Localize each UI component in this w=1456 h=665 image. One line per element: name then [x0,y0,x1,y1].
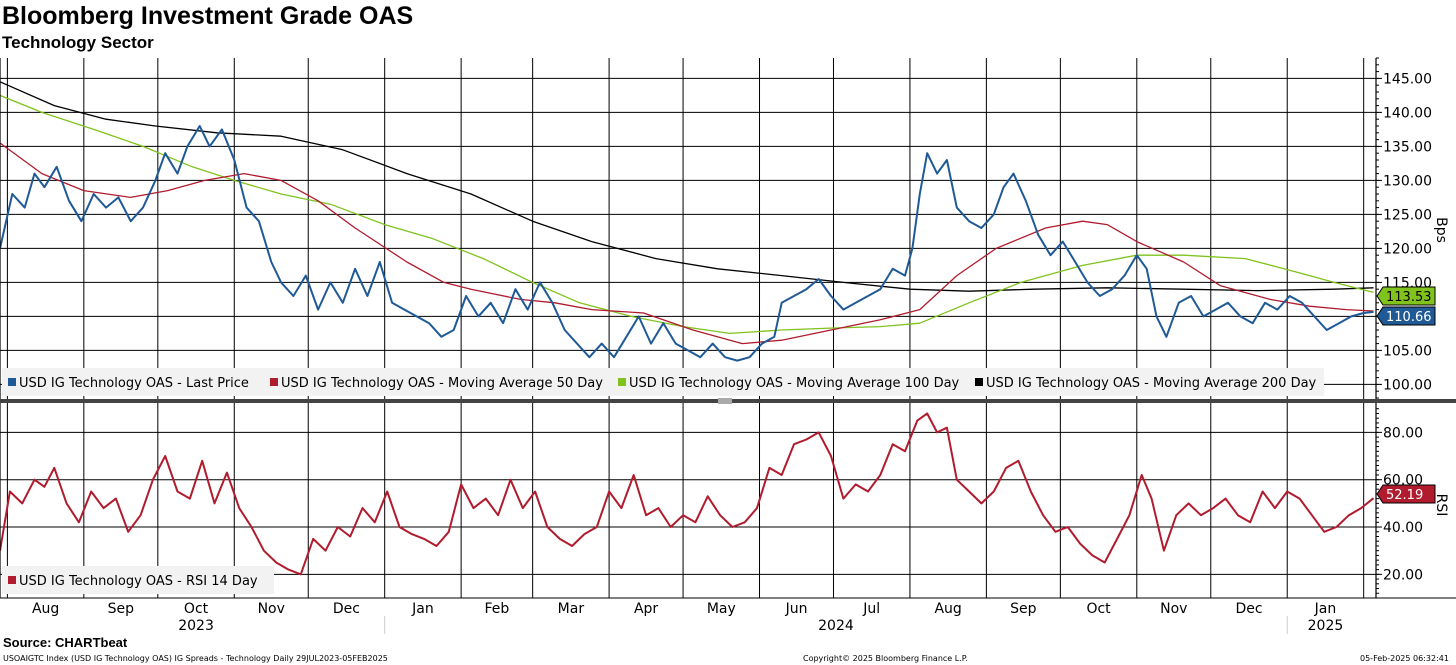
x-month-label: Sep [108,601,135,617]
y-tick-label: 120.00 [1383,241,1432,257]
rsi-tick-label: 40.00 [1383,520,1423,536]
x-month-label: May [707,601,736,617]
legend-entry: USD IG Technology OAS - Moving Average 2… [986,376,1317,391]
rsi-y-axis-label: RSI [1433,494,1449,517]
last-price-line [0,125,1374,362]
chart-subtitle: Technology Sector [2,33,154,52]
x-month-label: Aug [32,601,59,617]
timestamp-note: 05-Feb-2025 06:32:41 [1360,654,1449,663]
rsi-legend-box [2,566,274,594]
x-month-label: Oct [184,601,209,617]
y-tick-label: 105.00 [1383,343,1432,359]
copyright-note: Copyright© 2025 Bloomberg Finance L.P. [803,654,968,663]
rsi-tick-label: 20.00 [1383,567,1423,583]
x-month-label: Sep [1010,601,1037,617]
legend-entry: USD IG Technology OAS - Last Price [19,376,249,391]
y-tick-label: 130.00 [1383,173,1432,189]
y-tick-label: 145.00 [1383,71,1432,87]
x-month-label: Feb [484,601,509,617]
ma100-last-badge: 113.53 [1376,286,1436,306]
x-year-label: 2023 [178,618,214,634]
x-month-label: Jun [785,601,808,617]
last-price-badge: 110.66 [1376,306,1436,326]
y-tick-label: 125.00 [1383,207,1432,223]
rsi-tick-label: 80.00 [1383,425,1423,441]
rsi-line [0,412,1375,576]
chart-title: Bloomberg Investment Grade OAS [2,2,414,30]
ticker-note: USOAIGTC Index (USD IG Technology OAS) I… [3,654,388,663]
y-tick-label: 100.00 [1383,377,1432,393]
legend-entry: USD IG Technology OAS - RSI 14 Day [19,574,258,589]
x-month-label: Dec [1235,601,1262,617]
panel-splitter-handle [718,398,732,404]
badge-value: 110.66 [1386,310,1432,325]
legend-swatch [8,378,16,386]
rsi-series-group [0,412,1375,576]
x-month-label: Nov [258,601,285,617]
x-year-label: 2024 [818,618,854,634]
x-month-label: Jan [411,601,434,617]
y-tick-label: 140.00 [1383,105,1432,121]
legend-swatch [270,378,278,386]
x-month-label: Nov [1160,601,1187,617]
ma50-line [0,142,1374,345]
legend-entry: USD IG Technology OAS - Moving Average 1… [629,376,960,391]
source-note: Source: CHARTbeat [3,635,128,650]
legend-swatch [8,576,16,584]
x-month-label: Mar [558,601,585,617]
ma200-line [0,81,1374,292]
x-month-label: Jul [862,601,880,617]
main-y-axis-label: Bps [1433,217,1449,243]
legend-entry: USD IG Technology OAS - Moving Average 5… [281,376,603,391]
rsi-last-badge: 52.19 [1376,484,1436,504]
x-month-label: Aug [934,601,961,617]
x-month-label: Apr [634,601,658,617]
legend-swatch [975,378,983,386]
legends: USD IG Technology OAS - Last Price USD IG… [2,368,1324,594]
x-month-label: Dec [333,601,360,617]
badge-value: 52.19 [1386,488,1423,503]
badge-value: 113.53 [1386,290,1432,305]
main-legend-box [2,368,1324,396]
x-month-label: Jan [1314,601,1337,617]
y-tick-label: 135.00 [1383,139,1432,155]
axes: 100.00105.00110.00115.00120.00125.00130.… [0,57,1456,634]
main-series-group [0,81,1374,362]
x-year-label: 2025 [1308,618,1344,634]
x-month-label: Oct [1086,601,1111,617]
legend-swatch [618,378,626,386]
value-badges: 113.53 110.66 52.19 [1376,286,1436,504]
